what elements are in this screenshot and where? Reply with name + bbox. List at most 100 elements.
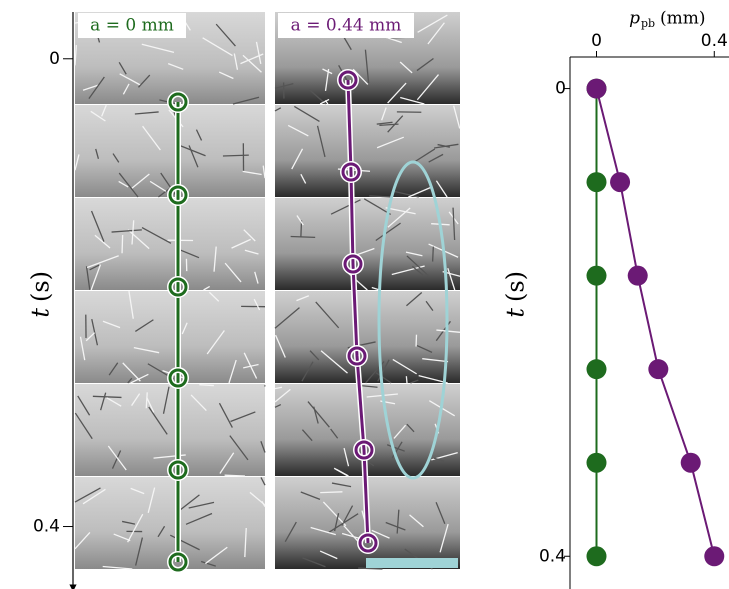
bubble-edge bbox=[336, 468, 349, 477]
bubble-edge bbox=[134, 111, 159, 115]
axis-unit: (s) bbox=[27, 271, 55, 302]
bubble-edge bbox=[425, 300, 434, 312]
bubble-edge bbox=[145, 392, 148, 409]
data-point bbox=[586, 452, 607, 473]
bubble-edge bbox=[118, 180, 129, 188]
bubble-edge bbox=[418, 374, 448, 384]
bubble-edge bbox=[301, 429, 313, 442]
bubble-edge bbox=[130, 373, 149, 384]
bubble-edge bbox=[375, 222, 401, 242]
bubble-edge bbox=[274, 388, 291, 403]
data-point bbox=[586, 78, 607, 99]
bubble-edge bbox=[319, 550, 338, 560]
x-axis-unit: (mm) bbox=[660, 9, 706, 29]
bubble-edge bbox=[213, 246, 217, 272]
bubble-edge bbox=[405, 251, 423, 257]
bubble-edge bbox=[242, 54, 262, 73]
image-frame bbox=[275, 291, 460, 383]
bubble-edge bbox=[296, 215, 304, 226]
bubble-edge bbox=[200, 560, 216, 567]
bubble-edge bbox=[387, 82, 407, 104]
bubble-edge bbox=[206, 330, 225, 355]
bubble-edge bbox=[249, 491, 266, 506]
bubble-edge bbox=[422, 358, 449, 363]
bubble-edge bbox=[77, 395, 91, 416]
bubble-edge bbox=[74, 487, 101, 503]
bubble-edge bbox=[242, 170, 262, 176]
bubble-edge bbox=[315, 301, 340, 329]
x-axis-symbol: p bbox=[629, 9, 640, 29]
bubble-edge bbox=[205, 546, 228, 565]
bubble-edge bbox=[232, 96, 260, 105]
bubble-edge bbox=[413, 148, 436, 163]
bubble-edge bbox=[324, 99, 329, 105]
bubble-edge bbox=[434, 143, 459, 149]
bubble-edge bbox=[319, 98, 330, 105]
bubble-edge bbox=[85, 332, 96, 342]
bubble-edge bbox=[302, 557, 326, 568]
image-frame bbox=[75, 291, 265, 383]
bubble-edge bbox=[134, 319, 154, 332]
bubble-edge bbox=[437, 143, 451, 148]
bubble-edge bbox=[371, 529, 390, 539]
bubble-edge bbox=[199, 384, 214, 387]
bubble-edge bbox=[185, 512, 213, 525]
bubble-edge bbox=[215, 23, 236, 47]
image-frames bbox=[74, 12, 461, 570]
axis-symbol: t bbox=[502, 308, 530, 318]
bubble-edge bbox=[82, 84, 99, 91]
bubble-edge bbox=[331, 482, 352, 488]
bubble-edge bbox=[128, 290, 134, 319]
bubble-edge bbox=[405, 376, 408, 384]
bubble-edge bbox=[274, 307, 300, 329]
bubble-edge bbox=[406, 255, 429, 277]
bubble-edge bbox=[435, 501, 446, 525]
bubble-edge bbox=[224, 262, 242, 283]
bubble-edge bbox=[328, 513, 359, 533]
bubble-edge bbox=[411, 265, 424, 276]
bubble-edge bbox=[121, 234, 124, 254]
bubble-edge bbox=[108, 362, 119, 376]
bubble-edge bbox=[406, 423, 415, 433]
image-frame bbox=[75, 384, 265, 476]
bubble-edge bbox=[146, 397, 155, 413]
bubble-edge bbox=[416, 57, 434, 72]
bubble-edge bbox=[82, 488, 106, 505]
bubble-edge bbox=[180, 249, 200, 259]
bubble-edge bbox=[79, 336, 86, 361]
bubble-edge bbox=[369, 195, 391, 198]
bubble-edge bbox=[260, 477, 266, 486]
bubble-edge bbox=[376, 121, 393, 125]
bubble-edge bbox=[316, 125, 326, 158]
bubble-edge bbox=[122, 362, 141, 382]
bubble-edge bbox=[102, 565, 133, 570]
bubble-edge bbox=[260, 441, 266, 453]
bubble-edge bbox=[148, 406, 168, 435]
bubble-edge bbox=[392, 358, 417, 375]
bubble-edge bbox=[416, 74, 440, 101]
bubble-edge bbox=[94, 234, 111, 249]
bubble-edge bbox=[385, 207, 416, 215]
bubble-edge bbox=[274, 386, 283, 390]
bubble-edge bbox=[406, 291, 423, 307]
bubble-edge bbox=[88, 76, 105, 99]
bubble-edge bbox=[102, 320, 121, 329]
bubble-edge bbox=[358, 567, 383, 570]
bubble-edge bbox=[118, 172, 139, 198]
bubble-edge bbox=[228, 359, 237, 384]
bubble-edge bbox=[409, 514, 424, 528]
bubble-edge bbox=[427, 22, 445, 45]
bubble-edge bbox=[218, 71, 234, 80]
bubble-edge bbox=[308, 88, 327, 105]
bubble-edge bbox=[296, 295, 310, 302]
data-point bbox=[586, 359, 607, 380]
bubble-edge bbox=[188, 145, 199, 168]
y-tick-label: 0.4 bbox=[33, 517, 60, 537]
bubble-edge bbox=[287, 124, 309, 137]
image-frame bbox=[75, 198, 265, 290]
bubble-edge bbox=[343, 525, 360, 543]
bubble-edge bbox=[377, 359, 390, 382]
bubble-edge bbox=[111, 450, 122, 469]
bubble-edge bbox=[219, 452, 235, 474]
